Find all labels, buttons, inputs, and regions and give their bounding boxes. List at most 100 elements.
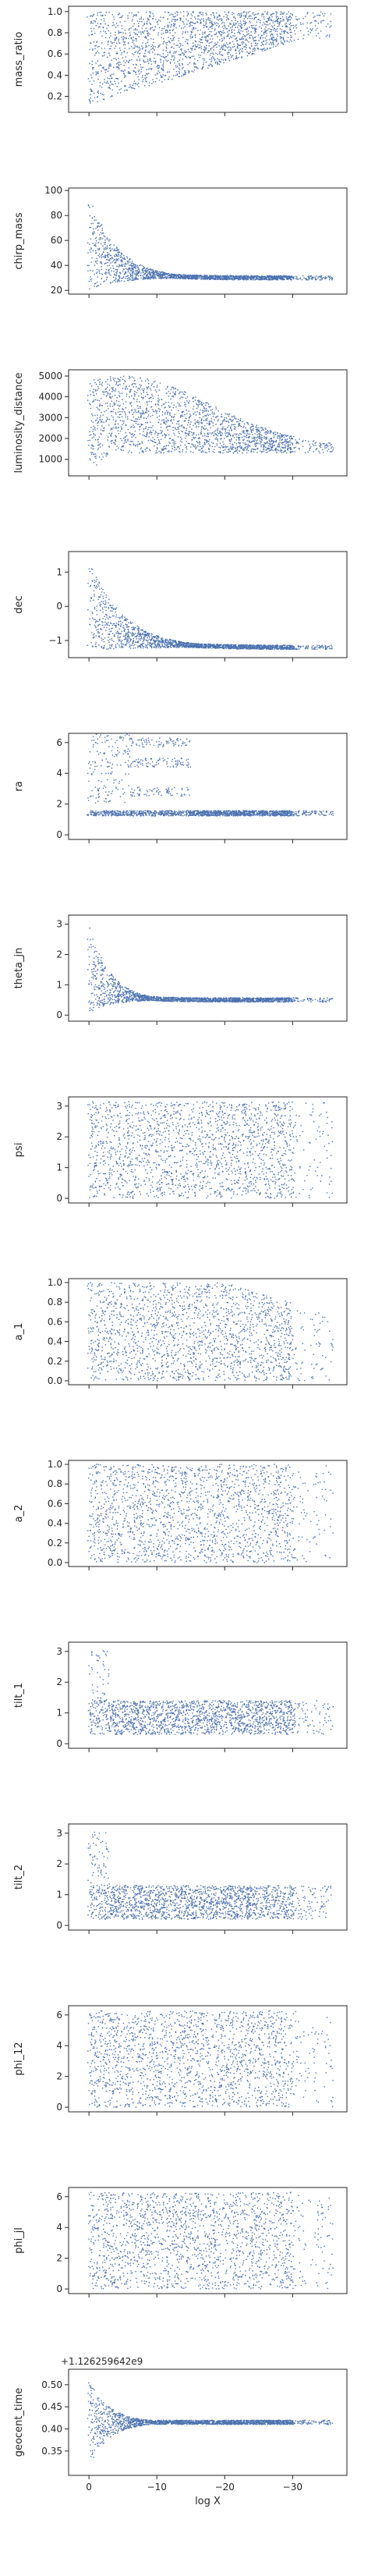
data-point (134, 87, 136, 90)
data-point (285, 447, 286, 449)
data-point (271, 13, 273, 16)
data-point (91, 83, 93, 85)
data-point (101, 70, 102, 72)
data-point (157, 32, 159, 34)
data-point (289, 444, 292, 445)
data-point (272, 43, 274, 44)
data-point (239, 418, 242, 420)
data-point (221, 276, 223, 279)
data-point (87, 78, 90, 80)
data-point (332, 449, 334, 451)
data-point (251, 276, 253, 278)
data-point (168, 445, 169, 446)
data-point (319, 37, 320, 39)
data-point (109, 254, 111, 257)
data-point (190, 17, 192, 20)
data-point (235, 23, 237, 25)
data-point (229, 23, 231, 25)
data-point (272, 12, 274, 14)
data-point (268, 279, 270, 281)
data-point (143, 278, 144, 279)
data-point (125, 85, 126, 87)
data-point (99, 82, 101, 83)
data-point (110, 96, 111, 98)
data-point (310, 278, 312, 279)
data-point (182, 73, 185, 76)
data-point (120, 88, 122, 90)
data-point (227, 446, 228, 448)
data-point (198, 401, 200, 403)
data-point (237, 44, 239, 46)
data-point (147, 35, 149, 37)
data-point (238, 445, 239, 448)
data-point (168, 22, 171, 23)
data-point (148, 436, 150, 438)
data-point (255, 275, 256, 277)
data-point (177, 275, 179, 278)
data-point (210, 57, 213, 59)
data-point (269, 275, 271, 278)
data-point (229, 443, 231, 445)
data-point (283, 275, 285, 277)
data-point (177, 44, 179, 46)
data-point (264, 11, 266, 12)
data-point (94, 282, 97, 285)
data-point (310, 22, 313, 23)
data-point (90, 403, 91, 406)
data-point (169, 275, 171, 277)
data-point (115, 77, 117, 80)
data-point (216, 12, 218, 14)
data-point (210, 61, 212, 62)
data-point (98, 234, 101, 236)
data-point (185, 432, 186, 434)
data-point (261, 275, 263, 277)
data-point (285, 435, 287, 437)
data-point (104, 14, 106, 16)
data-point (136, 401, 138, 403)
data-point (224, 25, 225, 27)
data-point (218, 31, 220, 33)
data-point (233, 16, 235, 18)
data-point (100, 262, 101, 264)
data-point (308, 279, 310, 281)
data-point (94, 216, 95, 218)
data-point (215, 437, 218, 438)
data-point (228, 49, 230, 51)
data-point (135, 383, 136, 385)
data-point (287, 277, 288, 279)
data-point (137, 266, 139, 268)
data-point (95, 219, 97, 221)
data-point (204, 443, 206, 445)
data-point (167, 24, 168, 26)
data-point (268, 39, 270, 41)
data-point (276, 276, 278, 278)
data-point (216, 24, 218, 27)
data-point (257, 442, 259, 444)
data-point (192, 37, 193, 38)
data-point (108, 264, 111, 266)
data-point (129, 444, 130, 445)
data-point (127, 440, 129, 442)
data-point (177, 61, 179, 62)
data-point (135, 27, 136, 30)
data-point (121, 259, 122, 261)
data-point (168, 277, 170, 279)
data-point (190, 277, 192, 279)
data-point (122, 258, 125, 260)
data-point (169, 51, 171, 54)
data-point (262, 24, 264, 26)
data-point (259, 279, 260, 281)
data-point (242, 41, 244, 43)
data-point (257, 34, 260, 36)
data-point (111, 43, 113, 44)
data-point (201, 38, 203, 41)
data-point (126, 393, 128, 395)
data-point (328, 279, 331, 281)
data-point (289, 277, 291, 279)
data-point (116, 247, 118, 249)
data-point (145, 49, 147, 51)
data-point (307, 34, 309, 36)
data-point (255, 27, 256, 29)
data-point (182, 11, 185, 12)
data-point (150, 68, 153, 69)
